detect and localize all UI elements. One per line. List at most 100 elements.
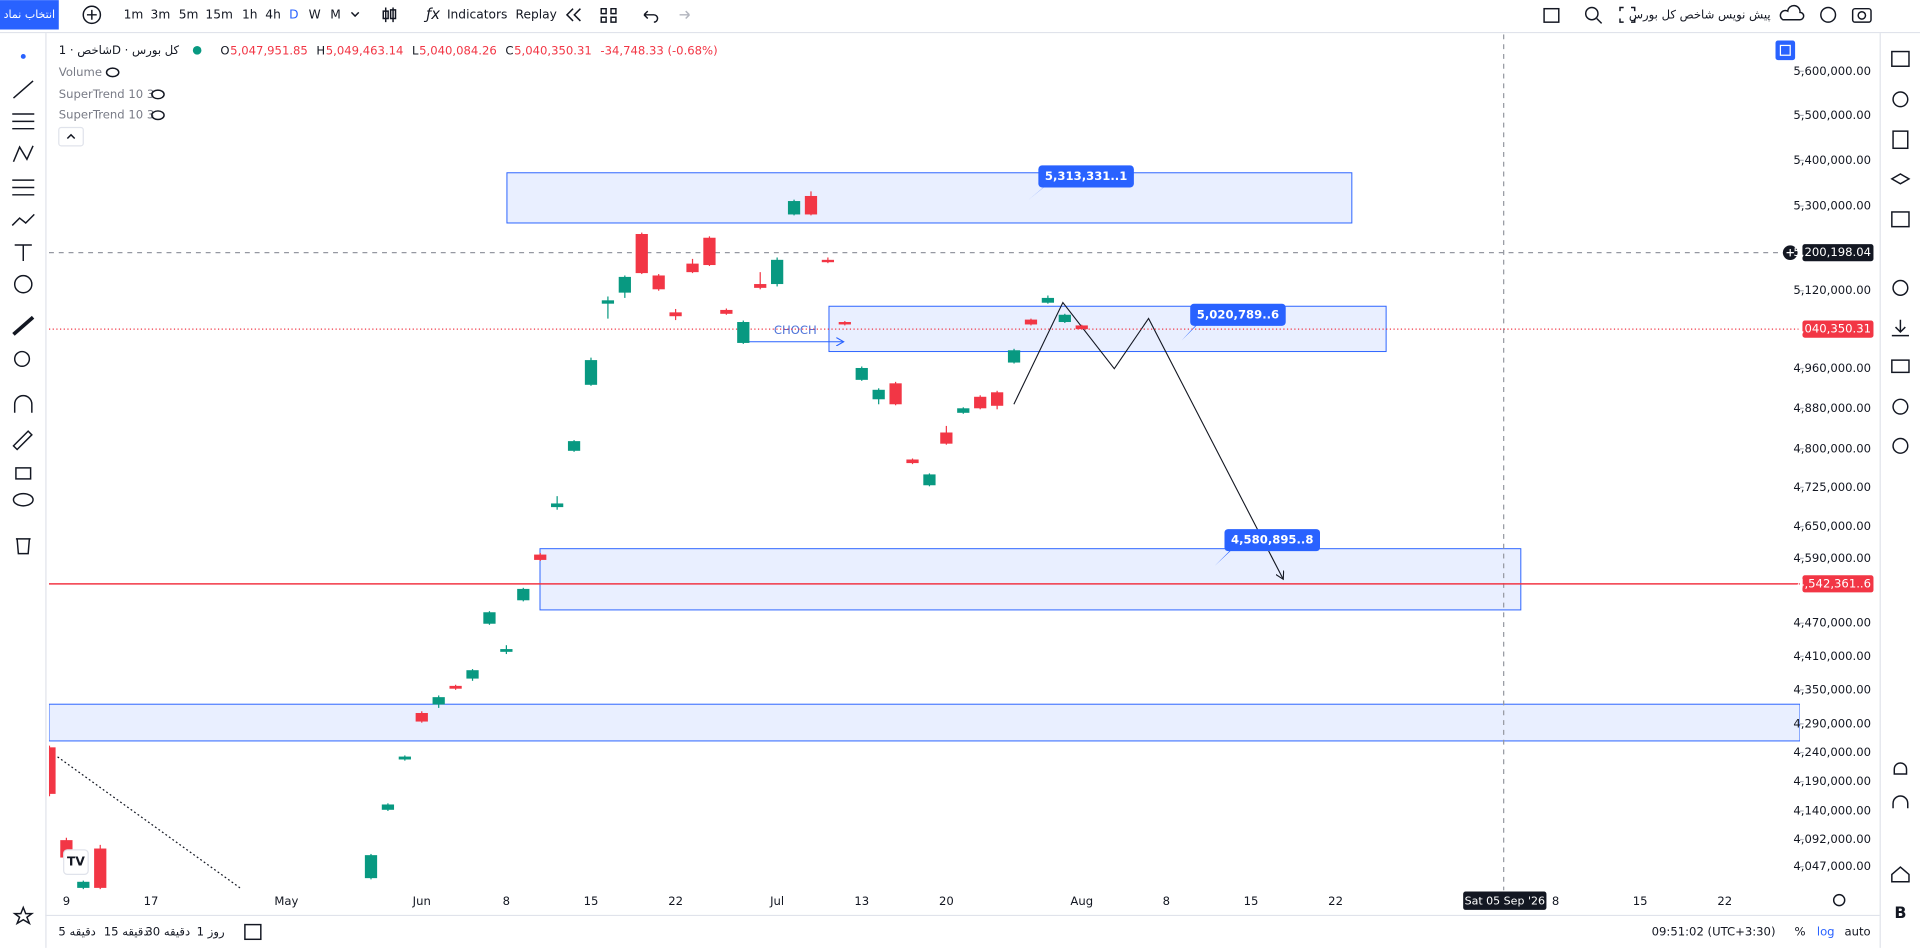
zoom-tool[interactable] [13,350,31,367]
interval-button[interactable]: 5m [179,7,199,21]
range-button[interactable]: 1 روز [197,924,225,939]
y-tick-label: 5,300,000.00 [1793,199,1871,213]
undo[interactable] [643,10,659,23]
choch-label[interactable]: CHOCH [774,323,817,337]
interval-button[interactable]: D [289,7,298,21]
hidden-icon[interactable] [105,67,120,78]
stay-drawing[interactable] [12,430,33,451]
hidden-icon[interactable] [151,110,165,121]
fib-tool[interactable] [12,113,35,130]
settings-panel[interactable] [1892,279,1909,296]
alerts[interactable] [1892,91,1909,108]
layout-button[interactable] [1543,7,1560,23]
chart-type[interactable] [382,7,397,23]
candle-body [720,309,733,314]
projection-tool[interactable] [12,179,35,196]
add-symbol[interactable] [82,5,102,25]
range-button[interactable]: 15 دقیقه [104,924,149,938]
forecast-tool[interactable] [11,213,35,226]
templates[interactable] [600,7,617,23]
brand-icon[interactable]: B [1894,903,1906,922]
hidden-icon[interactable] [151,89,165,100]
log-toggle[interactable]: log [1817,924,1835,938]
replay-icon[interactable] [565,8,581,22]
measure-tool[interactable] [12,315,35,336]
interval-button[interactable]: M [330,7,341,21]
zone[interactable] [506,172,1353,224]
layout-name[interactable]: پیش نویس شاخص کل بورس [1629,7,1771,22]
goto-date[interactable] [244,923,262,941]
candle-body [940,432,953,444]
interval-button[interactable]: W [309,7,321,21]
zone[interactable] [48,703,1800,742]
symbol-button[interactable] [0,0,59,30]
x-tick-label: 22 [1328,894,1343,908]
billing[interactable] [1891,359,1910,374]
object-tree[interactable] [1890,173,1911,185]
notifications[interactable] [1893,762,1908,775]
icon-tool[interactable] [13,274,33,294]
trend-line[interactable] [57,756,241,889]
axis-settings[interactable] [1832,893,1846,907]
callout[interactable]: 4,580,895..8 [1214,529,1320,566]
download[interactable] [1891,319,1909,337]
support[interactable] [1892,795,1909,809]
text-tool[interactable] [14,244,32,261]
ideas[interactable] [1892,130,1909,150]
projection-path[interactable] [1013,301,1283,580]
percent-toggle[interactable]: % [1794,924,1805,938]
settings[interactable] [1820,6,1837,23]
collapse-legend[interactable] [58,126,84,147]
range-button[interactable]: 5 دقیقه [58,924,95,938]
indicator-name[interactable]: Volume [59,65,102,79]
cloud-save[interactable] [1779,4,1805,21]
interval-button[interactable]: 1h [242,7,258,21]
cursor-tool[interactable] [20,54,26,59]
candle-body [754,284,767,288]
ohlc-legend: O5,047,951.85 H5,049,463.14 L5,040,084.2… [220,43,717,57]
callout[interactable]: 5,313,331..1 [1028,165,1134,200]
home[interactable] [1891,866,1910,883]
interval-button[interactable]: 4h [265,7,281,21]
redo[interactable] [679,10,690,20]
interval-button[interactable]: 1m [124,7,144,21]
candle-body [1041,297,1055,303]
zone[interactable] [539,548,1522,611]
trend-line-tool[interactable] [12,80,34,99]
visibility-tool[interactable] [12,492,34,507]
y-tick-label: 4,140,000.00 [1793,803,1871,817]
price-label: 5,040,350.31 [1793,322,1871,336]
share[interactable] [1892,437,1909,454]
range-button[interactable]: 30 دقیقه [145,924,190,938]
pattern-tool[interactable] [12,145,34,163]
snapshot[interactable] [1851,7,1872,23]
watchlist[interactable] [1891,50,1910,67]
interval-button[interactable]: 3m [151,7,171,21]
favorites[interactable] [12,905,35,926]
object-button-icon [1779,44,1791,56]
candle-body [94,848,107,888]
y-tick-label: 4,047,000.00 [1793,859,1871,873]
indicator-name[interactable]: SuperTrend 10 3 [59,87,154,101]
interval-button[interactable]: 15m [205,7,232,21]
delete-tool[interactable] [15,538,31,555]
symbol-title[interactable]: شاخص · 1D · کل بورس [59,43,180,58]
lock-tool[interactable] [15,467,32,480]
magnet-tool[interactable] [13,394,33,413]
fullscreen[interactable] [1619,6,1636,23]
interval-menu[interactable] [350,11,360,18]
object-button[interactable] [1775,40,1796,61]
symbol-button-label[interactable]: انتخاب نماد [4,8,56,21]
tv-logo[interactable] [63,849,89,876]
candle-body [686,263,699,273]
profile[interactable] [1892,398,1909,415]
search[interactable] [1584,6,1599,21]
indicators-button[interactable]: Indicators [447,7,507,21]
replay-button[interactable]: Replay [516,7,557,21]
fx-icon[interactable]: ƒx [423,6,440,23]
y-tick-label: 4,290,000.00 [1793,716,1871,730]
indicator-name[interactable]: SuperTrend 10 3 [59,108,154,122]
candle-body [618,276,631,293]
auto-toggle[interactable]: auto [1844,924,1870,938]
data-window[interactable] [1891,211,1910,228]
